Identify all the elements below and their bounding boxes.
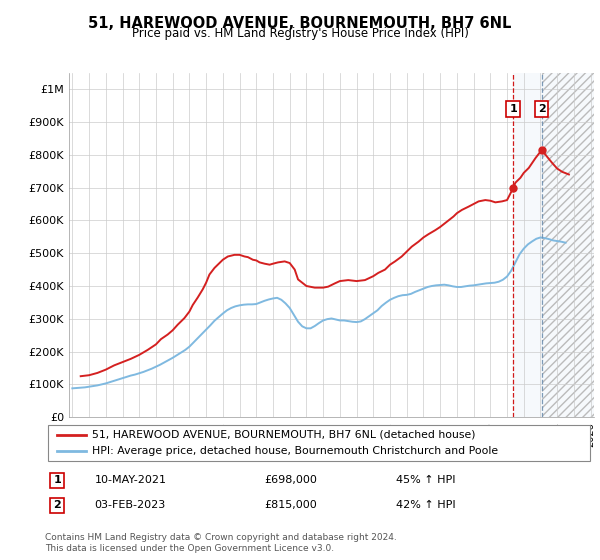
Text: 51, HAREWOOD AVENUE, BOURNEMOUTH, BH7 6NL: 51, HAREWOOD AVENUE, BOURNEMOUTH, BH7 6N…	[88, 16, 512, 31]
Text: 2: 2	[538, 104, 546, 114]
Bar	[542, 73, 594, 417]
Text: 10-MAY-2021: 10-MAY-2021	[94, 475, 166, 486]
Text: Price paid vs. HM Land Registry's House Price Index (HPI): Price paid vs. HM Land Registry's House …	[131, 27, 469, 40]
Text: 42% ↑ HPI: 42% ↑ HPI	[397, 501, 456, 510]
Text: £815,000: £815,000	[265, 501, 317, 510]
Text: 51, HAREWOOD AVENUE, BOURNEMOUTH, BH7 6NL (detached house): 51, HAREWOOD AVENUE, BOURNEMOUTH, BH7 6N…	[92, 430, 475, 440]
Text: 03-FEB-2023: 03-FEB-2023	[94, 501, 166, 510]
FancyBboxPatch shape	[48, 425, 590, 461]
Bar	[513, 73, 594, 417]
Text: HPI: Average price, detached house, Bournemouth Christchurch and Poole: HPI: Average price, detached house, Bour…	[92, 446, 498, 456]
Text: £698,000: £698,000	[265, 475, 317, 486]
Text: 45% ↑ HPI: 45% ↑ HPI	[397, 475, 456, 486]
Text: 2: 2	[53, 501, 61, 510]
Text: Contains HM Land Registry data © Crown copyright and database right 2024.
This d: Contains HM Land Registry data © Crown c…	[45, 533, 397, 553]
Text: 1: 1	[53, 475, 61, 486]
Text: 1: 1	[509, 104, 517, 114]
